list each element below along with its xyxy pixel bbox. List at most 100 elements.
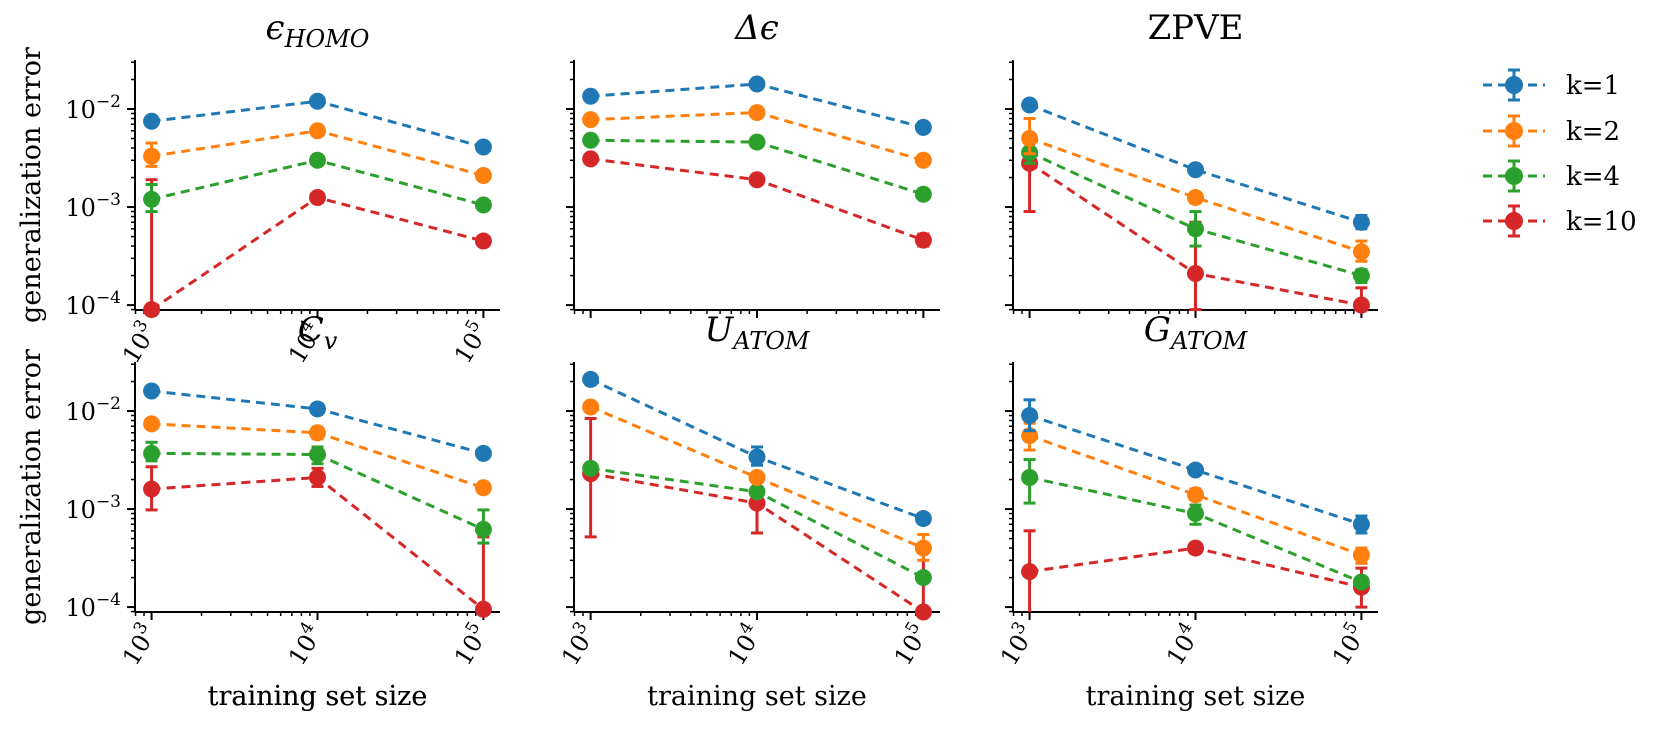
data-point — [309, 468, 326, 486]
x-axis-label: training set size — [208, 681, 428, 712]
series-k=4 — [143, 440, 492, 545]
data-point — [1352, 296, 1370, 314]
y-tick-label: 10−3 — [65, 492, 121, 524]
data-point — [474, 444, 492, 462]
data-point — [914, 185, 932, 203]
data-point — [914, 539, 932, 557]
data-point — [1187, 486, 1204, 504]
y-tick-label: 10−3 — [65, 190, 121, 222]
data-point — [1352, 243, 1370, 261]
series-k=10 — [143, 465, 492, 618]
data-point — [748, 483, 766, 501]
data-point — [1021, 96, 1039, 114]
chart-title: GATOM — [1144, 310, 1249, 355]
data-point — [1021, 468, 1039, 486]
data-point — [474, 166, 492, 184]
x-tick-label: 103 — [114, 618, 163, 670]
chart-title: ZPVE — [1148, 8, 1244, 48]
legend-entry: k=4 — [1483, 159, 1620, 193]
series-k=10 — [143, 178, 492, 319]
x-tick-label: 104 — [1158, 618, 1207, 670]
data-point — [143, 147, 161, 165]
data-point — [748, 104, 766, 122]
series-k=4 — [1021, 141, 1370, 285]
data-point — [1352, 213, 1370, 231]
y-tick-label: 10−4 — [65, 590, 121, 622]
series-line — [151, 475, 485, 611]
data-point — [143, 480, 161, 498]
series-k=10 — [582, 150, 932, 249]
data-point — [582, 398, 600, 416]
data-point — [582, 87, 600, 105]
data-point — [143, 301, 161, 319]
legend-marker — [1505, 167, 1523, 185]
data-point — [914, 118, 932, 136]
data-point — [914, 603, 932, 621]
data-point — [474, 138, 492, 156]
series-line — [151, 389, 484, 455]
data-point — [914, 151, 932, 169]
y-axis-label: generalization error — [16, 349, 47, 625]
chart-panel-3: ZPVE — [1005, 8, 1378, 318]
chart-title: ϵHOMO — [266, 8, 370, 53]
data-point — [143, 112, 161, 130]
data-point — [1021, 563, 1039, 581]
legend-marker — [1505, 212, 1523, 230]
data-point — [1187, 461, 1204, 479]
data-point — [309, 92, 326, 110]
data-point — [143, 190, 161, 208]
data-point — [1352, 546, 1370, 564]
data-point — [309, 122, 326, 140]
x-tick-label: 103 — [992, 618, 1041, 670]
data-point — [309, 424, 326, 442]
data-point — [748, 171, 766, 189]
series-line — [1029, 414, 1362, 526]
data-point — [474, 196, 492, 214]
series-line — [1029, 137, 1362, 254]
legend-label: k=1 — [1566, 71, 1620, 101]
legend-label: k=4 — [1566, 162, 1620, 192]
series-k=4 — [143, 151, 492, 214]
legend: k=1 k=2 k=4 k=10 — [1483, 68, 1637, 238]
data-point — [914, 569, 932, 587]
series-k=2 — [143, 415, 492, 497]
x-axis-label: training set size — [1086, 681, 1306, 712]
data-point — [582, 459, 600, 477]
x-tick-label: 105 — [445, 316, 494, 368]
legend-label: k=10 — [1566, 207, 1637, 237]
chart-title: Cv — [298, 310, 338, 355]
data-point — [309, 446, 326, 464]
legend-label: k=2 — [1566, 117, 1620, 147]
data-point — [582, 111, 600, 129]
y-tick-label: 10−2 — [65, 92, 121, 124]
data-point — [1187, 189, 1204, 207]
series-k=2 — [582, 104, 932, 169]
series-k=1 — [143, 92, 492, 156]
data-point — [582, 131, 600, 149]
chart-title: UATOM — [705, 310, 811, 355]
y-tick-label: 10−4 — [65, 288, 121, 320]
chart-panel-1: 10−210−310−4103104105ϵHOMOgeneralization… — [16, 8, 500, 712]
data-point — [1187, 161, 1204, 179]
data-point — [748, 448, 766, 466]
y-axis-label: generalization error — [16, 47, 47, 323]
chart-panel-6: 103 104 105 GATOM training set size — [992, 310, 1378, 712]
x-tick-label: 104 — [280, 618, 329, 670]
data-point — [1021, 407, 1039, 425]
series-k=2 — [143, 122, 492, 184]
data-point — [143, 382, 161, 400]
series-k=4 — [1021, 458, 1370, 591]
series-k=4 — [582, 459, 932, 587]
data-point — [1352, 267, 1370, 285]
series-k=2 — [1021, 117, 1370, 263]
data-point — [309, 189, 326, 207]
data-point — [1021, 130, 1039, 148]
chart-title: Δϵ — [733, 8, 779, 48]
series-k=4 — [582, 131, 932, 203]
data-point — [474, 479, 492, 497]
series-k=1 — [143, 382, 492, 462]
series-k=2 — [582, 398, 932, 562]
x-tick-label: 105 — [1323, 618, 1372, 670]
